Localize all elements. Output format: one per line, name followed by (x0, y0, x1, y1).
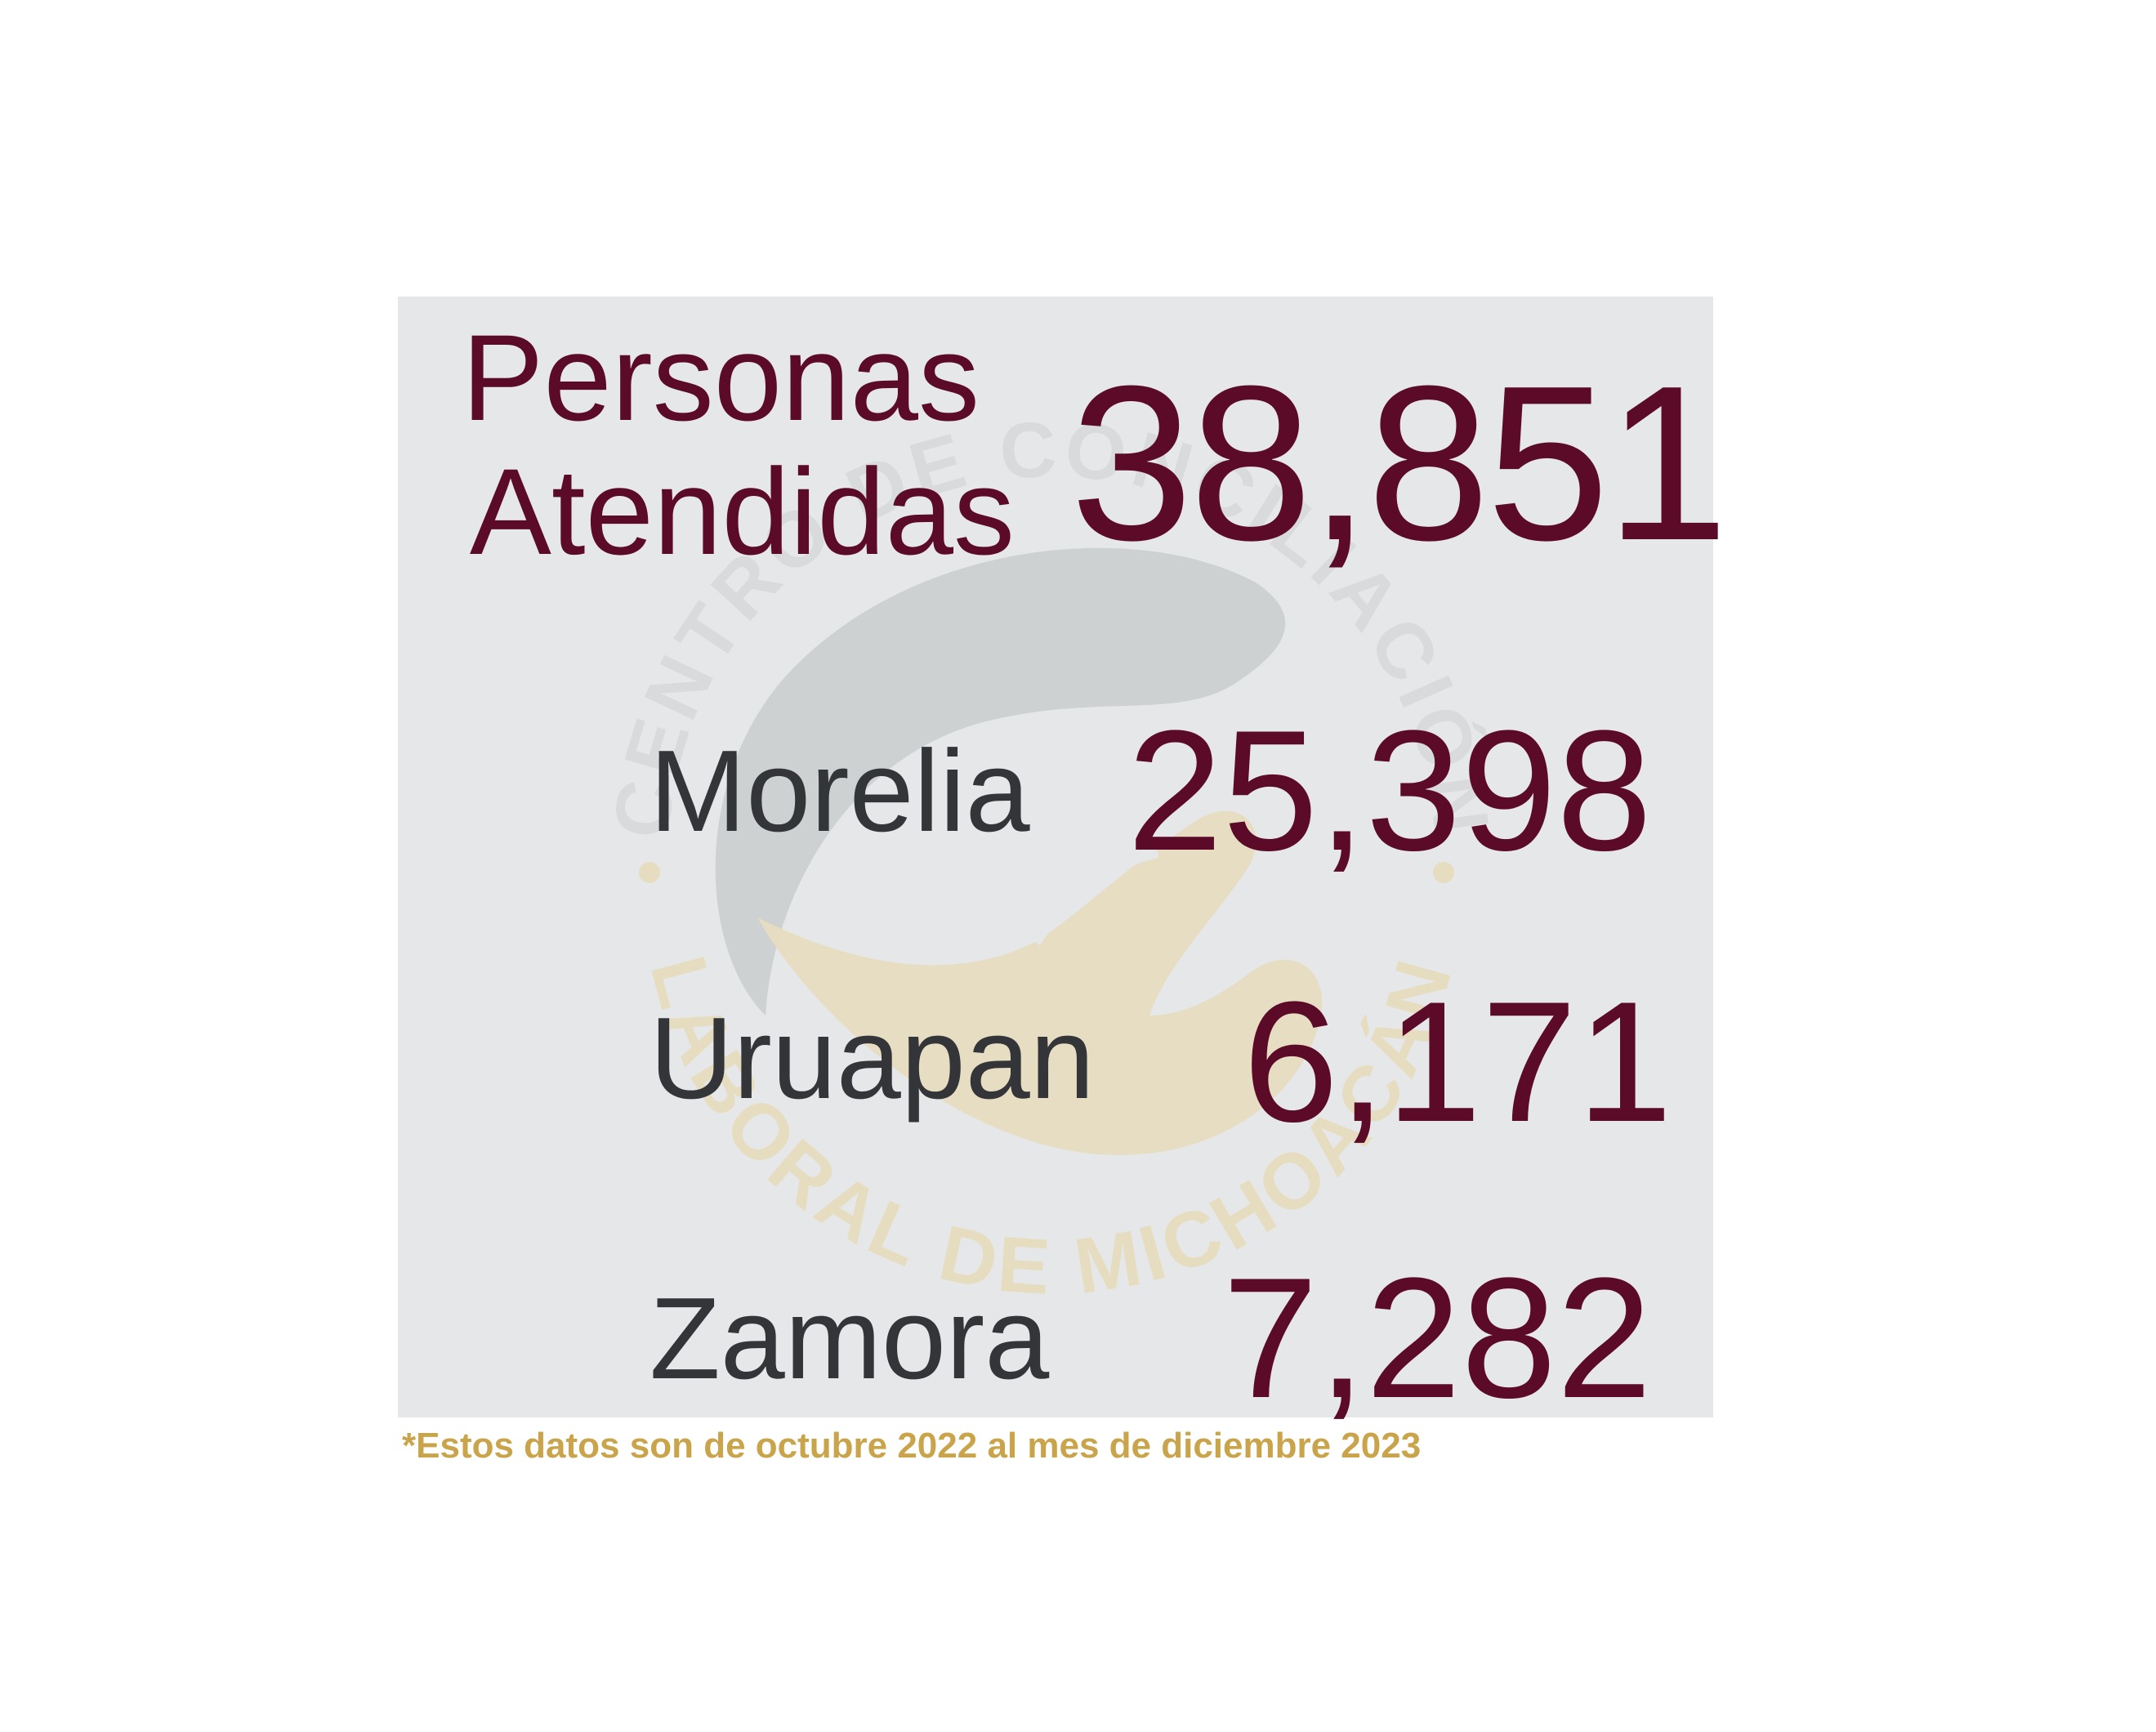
total-label-line2: Atendidas (469, 443, 1015, 580)
city-value-zamora: 7,282 (1222, 1242, 1652, 1434)
total-value: 38,851 (1070, 341, 1729, 587)
city-name-uruapan: Uruapan (649, 993, 1095, 1123)
stats-panel: CENTRO DE CONCILIACIÓN LABORAL DE MICHOA… (398, 297, 1729, 1424)
city-value-morelia: 25,398 (1127, 694, 1652, 886)
city-name-morelia: Morelia (649, 726, 1030, 856)
city-name-zamora: Zamora (649, 1274, 1050, 1404)
total-label-line1: Personas (462, 309, 980, 446)
city-value-uruapan: 6,171 (1243, 966, 1672, 1158)
footnote: *Estos datos son de octubre 2022 al mes … (402, 1426, 1422, 1466)
watermark-dot-left (639, 862, 660, 883)
